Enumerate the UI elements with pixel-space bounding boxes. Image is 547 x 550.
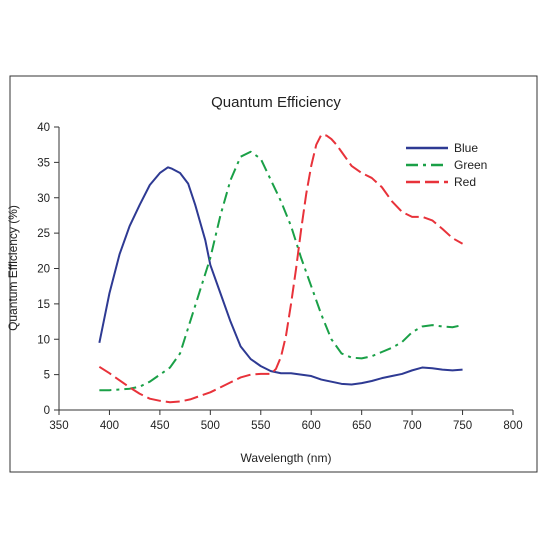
- y-tick-label: 35: [37, 157, 50, 169]
- y-tick-label: 30: [37, 193, 50, 205]
- x-tick-label: 700: [403, 420, 422, 432]
- x-ticks: 350 400 450 500 550 600 650 700 750 800: [49, 410, 523, 432]
- legend-label-red: Red: [454, 175, 476, 189]
- y-tick-label: 40: [37, 122, 50, 134]
- y-axis-label: Quantum Efficiency (%): [6, 205, 20, 331]
- series-line-red: [98, 133, 464, 404]
- x-tick-label: 450: [150, 420, 169, 432]
- y-tick-label: 10: [37, 334, 50, 346]
- x-tick-label: 800: [503, 420, 522, 432]
- legend-label-blue: Blue: [454, 141, 478, 155]
- x-tick-label: 550: [251, 420, 270, 432]
- legend: Blue Green Red: [406, 141, 487, 189]
- x-tick-label: 400: [100, 420, 119, 432]
- y-ticks: 0 5 10 15 20 25 30 35 40: [37, 122, 59, 417]
- x-tick-label: 600: [302, 420, 321, 432]
- legend-label-green: Green: [454, 158, 487, 172]
- x-tick-label: 500: [201, 420, 220, 432]
- x-tick-label: 750: [453, 420, 472, 432]
- chart-border: [9, 75, 538, 473]
- x-axis-label: Wavelength (nm): [241, 451, 332, 465]
- series-layer: [98, 133, 464, 404]
- chart-title: Quantum Efficiency: [211, 94, 341, 111]
- y-tick-label: 5: [44, 370, 50, 382]
- y-tick-label: 15: [37, 299, 50, 311]
- y-tick-label: 20: [37, 264, 50, 276]
- x-tick-label: 350: [49, 420, 68, 432]
- x-tick-label: 650: [352, 420, 371, 432]
- y-tick-label: 0: [44, 405, 50, 417]
- series-line-blue: [98, 166, 463, 386]
- y-tick-label: 25: [37, 228, 50, 240]
